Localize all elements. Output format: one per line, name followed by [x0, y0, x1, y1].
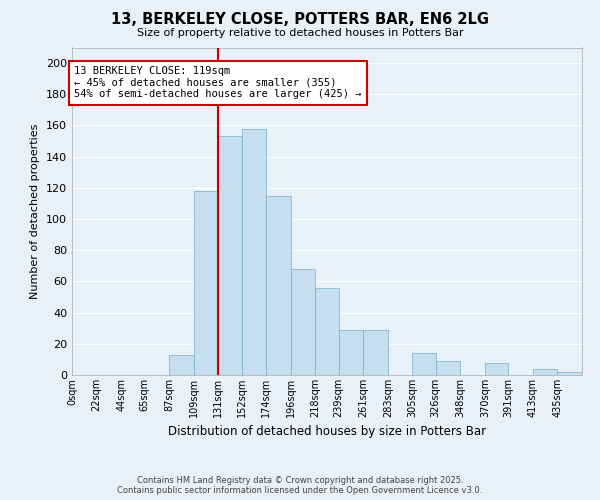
- Bar: [485, 362, 508, 375]
- X-axis label: Distribution of detached houses by size in Potters Bar: Distribution of detached houses by size …: [168, 426, 486, 438]
- Text: 13, BERKELEY CLOSE, POTTERS BAR, EN6 2LG: 13, BERKELEY CLOSE, POTTERS BAR, EN6 2LG: [111, 12, 489, 28]
- Bar: [266, 196, 291, 375]
- Text: Contains HM Land Registry data © Crown copyright and database right 2025.
Contai: Contains HM Land Registry data © Crown c…: [118, 476, 482, 495]
- Bar: [194, 191, 218, 375]
- Bar: [557, 372, 582, 375]
- Bar: [339, 330, 363, 375]
- Y-axis label: Number of detached properties: Number of detached properties: [31, 124, 40, 299]
- Bar: [412, 353, 436, 375]
- Bar: [242, 128, 266, 375]
- Text: Size of property relative to detached houses in Potters Bar: Size of property relative to detached ho…: [137, 28, 463, 38]
- Bar: [218, 136, 242, 375]
- Bar: [169, 354, 194, 375]
- Bar: [533, 369, 557, 375]
- Bar: [436, 361, 460, 375]
- Bar: [291, 269, 315, 375]
- Text: 13 BERKELEY CLOSE: 119sqm
← 45% of detached houses are smaller (355)
54% of semi: 13 BERKELEY CLOSE: 119sqm ← 45% of detac…: [74, 66, 362, 100]
- Bar: [315, 288, 339, 375]
- Bar: [363, 330, 388, 375]
